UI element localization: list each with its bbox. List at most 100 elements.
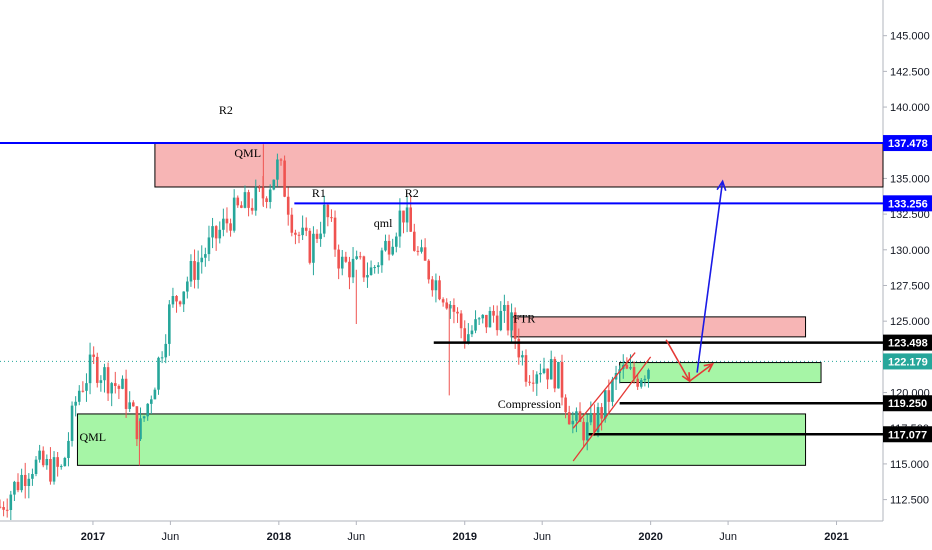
y-tick-label: 142.500	[890, 66, 930, 78]
candle	[0, 499, 2, 509]
candle-body	[103, 367, 106, 381]
candle-body	[546, 368, 549, 380]
candle	[477, 316, 481, 325]
candle-body	[290, 214, 294, 233]
candle	[420, 239, 423, 254]
candle	[510, 303, 513, 342]
candle	[157, 356, 160, 395]
candle-body	[596, 407, 600, 433]
candle-body	[553, 359, 557, 389]
candle	[463, 320, 467, 349]
candle	[531, 370, 535, 392]
candle	[49, 447, 52, 485]
candle-body	[131, 402, 135, 407]
candle	[409, 195, 412, 232]
candle-body	[95, 356, 99, 383]
candle	[373, 265, 376, 274]
candle	[128, 391, 131, 412]
candle	[355, 250, 358, 261]
candle	[391, 238, 394, 256]
candle-body	[413, 231, 416, 251]
candle	[211, 217, 214, 249]
candle	[499, 301, 503, 332]
candle	[204, 247, 207, 267]
candle-body	[423, 247, 427, 261]
candle	[369, 260, 373, 276]
x-tick-label: 2021	[824, 531, 848, 543]
candle-body	[200, 257, 204, 263]
candle-body	[398, 210, 402, 237]
resistance-zone	[510, 316, 807, 338]
candle	[470, 325, 474, 338]
candle	[398, 198, 402, 248]
y-tick-label: 135.000	[890, 173, 930, 185]
candle	[225, 207, 229, 233]
candle	[564, 394, 567, 419]
candle-body	[304, 227, 308, 231]
candle-body	[463, 328, 467, 344]
candle-body	[600, 407, 603, 419]
candle-body	[279, 159, 283, 161]
candle	[297, 231, 301, 244]
candle	[481, 314, 485, 324]
candle	[337, 244, 340, 280]
blue-target-arrow-head	[716, 179, 727, 192]
candle-body	[211, 226, 214, 238]
candle-body	[456, 311, 459, 314]
candle-body	[607, 390, 611, 402]
candle	[441, 297, 445, 307]
candle	[575, 407, 578, 433]
candle-body	[23, 474, 27, 486]
candle	[99, 375, 103, 392]
candle-body	[74, 401, 77, 406]
candle-body	[625, 364, 629, 369]
candle-body	[222, 218, 225, 230]
candle-body	[121, 378, 124, 389]
candle	[67, 432, 70, 467]
candle-body	[175, 296, 178, 302]
x-tick-label: 2019	[452, 531, 476, 543]
candle-body	[524, 355, 528, 382]
candle	[150, 395, 153, 415]
candle-body	[402, 210, 405, 223]
candle-body	[268, 189, 272, 203]
candle-body	[38, 450, 41, 460]
candle	[74, 396, 77, 417]
candle	[290, 207, 294, 237]
candle-body	[63, 457, 67, 467]
candle	[585, 414, 589, 451]
x-tick-label: Jun	[719, 531, 737, 543]
candle	[106, 362, 110, 401]
price-tag-label: 123.498	[888, 338, 928, 350]
y-tick-label: 115.000	[890, 459, 929, 471]
candle-body	[585, 422, 589, 441]
candle-body	[449, 304, 452, 309]
candle	[178, 300, 182, 307]
candle-body	[542, 368, 546, 373]
candle	[186, 276, 189, 299]
candle-body	[81, 390, 85, 392]
candle	[362, 255, 366, 282]
candle-body	[160, 357, 164, 359]
candle	[506, 301, 510, 336]
candle	[557, 361, 560, 389]
candle	[85, 373, 88, 402]
candle	[553, 356, 557, 393]
candle-body	[214, 226, 218, 239]
candle	[131, 400, 135, 407]
candle-body	[168, 304, 171, 344]
price-tag-box	[883, 135, 932, 152]
candle	[207, 225, 211, 262]
candle-body	[492, 310, 495, 316]
candle	[232, 189, 236, 233]
candle-body	[387, 240, 391, 255]
price-tag-box	[883, 395, 932, 412]
candle	[146, 403, 150, 421]
candle-body	[557, 362, 560, 389]
candle	[405, 196, 409, 233]
candle	[578, 402, 582, 423]
candle-body	[113, 383, 117, 386]
candle-body	[539, 372, 542, 375]
r1-label: R1	[312, 186, 326, 200]
